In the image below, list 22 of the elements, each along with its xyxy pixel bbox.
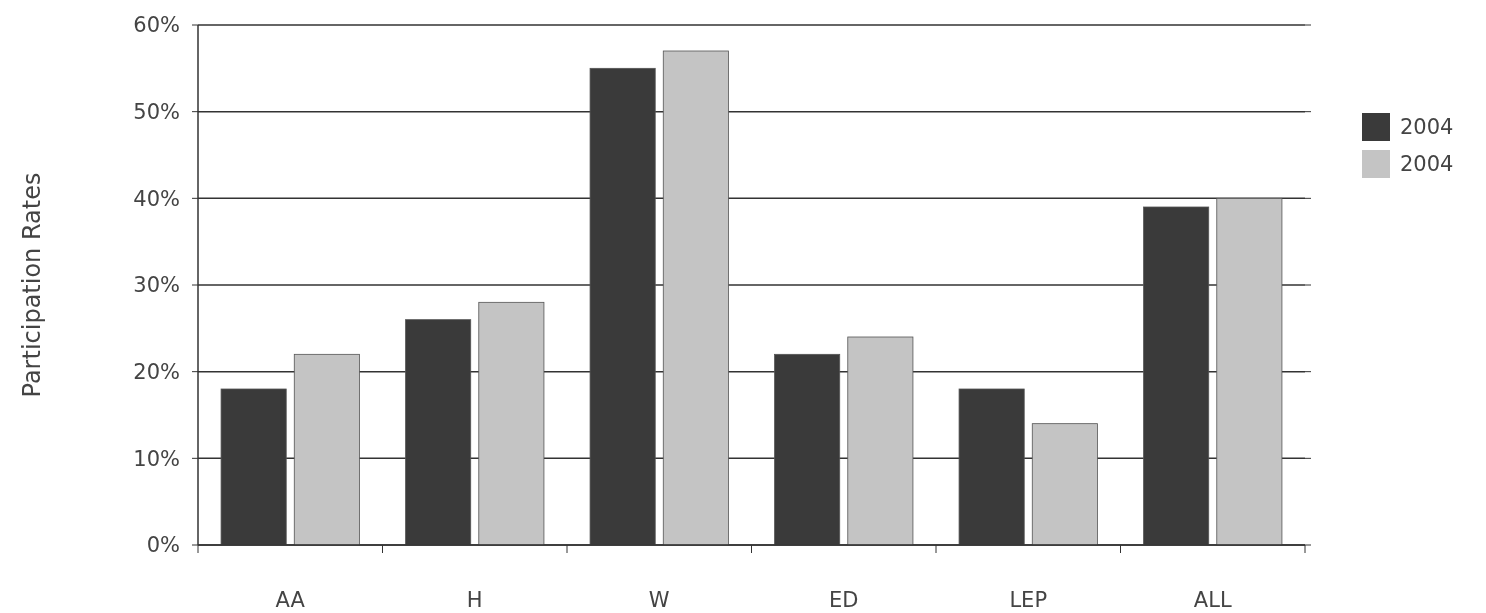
y-tick-label: 10% [133,446,180,471]
bar [662,50,729,546]
y-tick-label: 60% [133,13,180,38]
bar [478,301,545,546]
y-tick-label: 50% [133,100,180,125]
bar [847,336,914,546]
y-tick-label: 20% [133,360,180,385]
legend-label: 2004 [1400,115,1454,140]
bar [293,353,360,546]
bar [1031,423,1098,546]
x-tick-label: ALL [1193,588,1232,612]
x-tick-label: ED [829,588,859,612]
x-tick-label: AA [275,588,306,612]
y-tick-label: 40% [133,186,180,211]
x-tick-label: W [648,588,670,612]
y-tick-label: 0% [146,533,180,558]
x-tick-label: H [466,588,483,612]
bar [1216,197,1283,546]
y-tick-label: 30% [133,273,180,298]
y-axis-title: Participation Rates [18,172,46,398]
x-tick-label: LEP [1009,588,1048,612]
legend-label: 2004 [1400,152,1454,177]
